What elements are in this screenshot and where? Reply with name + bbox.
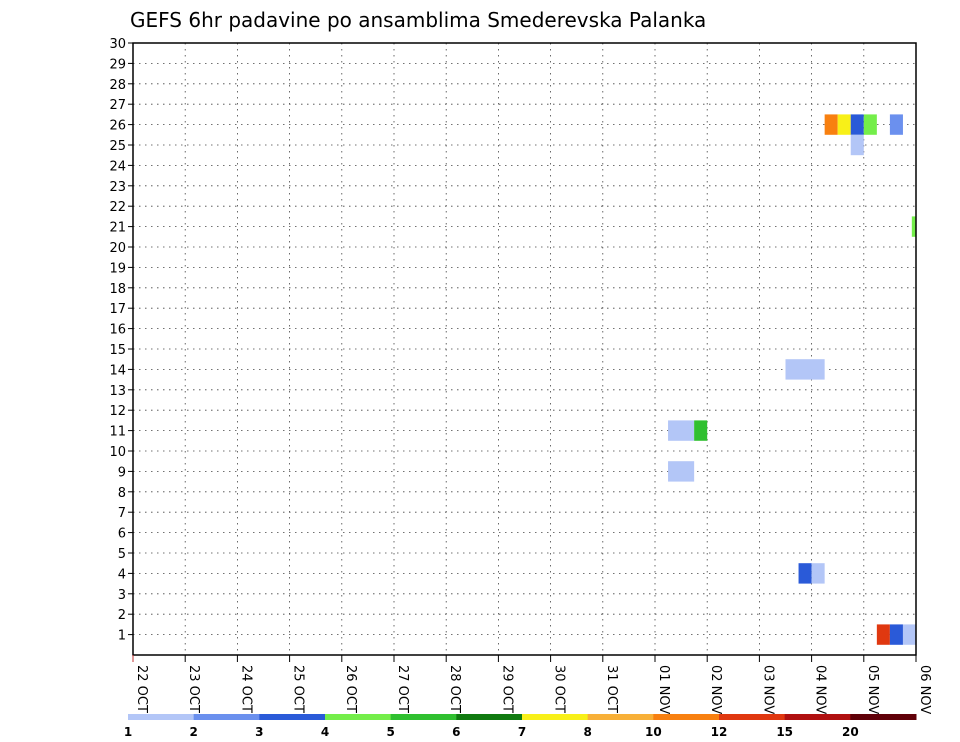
x-axis: 22 OCT 23 OCT 24 OCT 25 OCT 26 OCT 27 OCT 28 O… [132,655,932,714]
legend-label: 12 [711,725,728,739]
y-tick-label: 25 [109,139,126,154]
legend-label: 7 [518,725,526,739]
y-tick-label: 28 [109,78,126,93]
y-tick-label: 18 [109,282,126,297]
legend-swatch [587,714,654,720]
cells [668,114,916,645]
legend-swatch [719,714,786,720]
legend-swatch [850,714,917,720]
y-tick-label: 14 [109,363,126,378]
legend-label: 1 [124,725,132,739]
x-tick-label: 30 OCT [552,665,567,713]
y-tick-label: 17 [109,302,126,317]
legend-label: 8 [583,725,591,739]
data-cell [902,624,916,645]
y-tick-label: 3 [118,588,126,603]
y-tick-label: 24 [109,159,126,174]
y-tick-label: 29 [109,57,126,72]
y-tick-label: 4 [118,567,126,582]
legend-swatch [784,714,851,720]
data-cell [811,563,825,584]
data-cell [876,624,890,645]
chart-title: GEFS 6hr padavine po ansamblima Smederev… [130,8,706,32]
y-tick-label: 20 [109,241,126,256]
y-tick-label: 9 [118,465,126,480]
data-cell [863,114,877,135]
y-tick-label: 7 [118,506,126,521]
y-tick-label: 16 [109,323,126,338]
legend-swatch [325,714,392,720]
data-cell [837,114,851,135]
y-tick-label: 26 [109,119,126,134]
x-tick-label: 04 NOV [813,665,828,714]
y-tick-label: 1 [118,629,126,644]
data-cell [798,563,812,584]
x-tick-label: 27 OCT [395,665,410,713]
x-tick-label: 24 OCT [238,665,253,713]
x-tick-label: 28 OCT [447,665,462,713]
legend-swatch [456,714,523,720]
x-tick-label: 05 NOV [865,665,880,714]
x-tick-label: 23 OCT [186,665,201,713]
x-tick-label: 29 OCT [499,665,514,713]
y-tick-label: 30 [109,37,126,52]
x-tick-label: 22 OCT [134,665,149,713]
y-tick-label: 13 [109,384,126,399]
data-cell [889,624,903,645]
x-tick-label: 31 OCT [604,665,619,713]
legend: 1 2 3 4 5 6 7 8 10 12 15 20 [124,714,917,739]
data-cell [850,134,864,156]
y-tick-label: 6 [118,527,126,542]
y-tick-label: 10 [109,445,126,460]
legend-label: 10 [645,725,662,739]
x-tick-label: 26 OCT [343,665,358,713]
legend-label: 5 [386,725,394,739]
y-axis: 1234567891011121314151617181920212223242… [109,37,133,644]
y-tick-label: 5 [118,547,126,562]
legend-label: 15 [776,725,793,739]
data-cell [911,216,916,237]
data-cell [668,420,695,441]
x-tick-label: 25 OCT [291,665,306,713]
legend-swatch [522,714,589,720]
x-tick-label: 01 NOV [656,665,671,714]
legend-swatch [390,714,457,720]
legend-swatch [128,714,195,720]
data-cell [694,420,708,441]
legend-label: 3 [255,725,263,739]
data-cell [889,114,903,135]
y-tick-label: 27 [109,98,126,113]
x-tick-label: 02 NOV [708,665,723,714]
y-tick-label: 8 [118,486,126,501]
y-tick-label: 23 [109,180,126,195]
y-tick-label: 21 [109,221,126,236]
legend-swatch [259,714,326,720]
data-cell [785,359,825,380]
y-tick-label: 12 [109,404,126,419]
y-tick-label: 2 [118,608,126,623]
data-cell [824,114,838,135]
x-tick-label: 03 NOV [760,665,775,714]
y-tick-label: 15 [109,343,126,358]
legend-swatch [193,714,260,720]
x-tick-label: 06 NOV [917,665,932,714]
legend-label: 4 [321,725,329,739]
legend-label: 20 [842,725,859,739]
data-cell [850,114,864,135]
legend-swatch [653,714,720,720]
legend-label: 2 [189,725,197,739]
data-cell [668,461,695,482]
y-tick-label: 11 [109,425,126,440]
legend-label: 6 [452,725,460,739]
y-tick-label: 22 [109,200,126,215]
y-tick-label: 19 [109,261,126,276]
